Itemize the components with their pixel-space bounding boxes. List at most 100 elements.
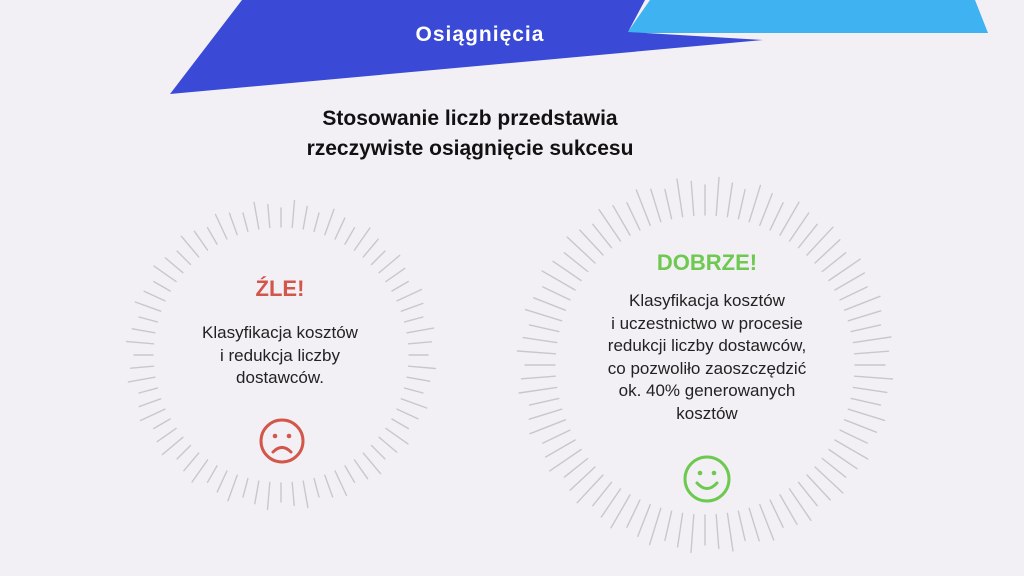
ray-line	[216, 470, 228, 493]
rays-left-circle	[125, 199, 437, 511]
good-card-title: DOBRZE!	[656, 250, 758, 275]
ray-line	[828, 448, 858, 470]
ray-line	[324, 208, 335, 236]
ray-line	[726, 182, 734, 218]
ray-line	[302, 205, 308, 230]
ray-line	[850, 397, 882, 406]
ray-line	[549, 448, 582, 472]
ray-line	[385, 267, 406, 283]
ray-line	[125, 340, 155, 345]
ray-line	[267, 203, 271, 229]
ray-line	[788, 488, 812, 521]
ray-line	[529, 419, 567, 435]
ray-line	[396, 408, 419, 420]
ray-line	[759, 192, 773, 227]
ray-line	[370, 250, 386, 266]
good-card-line: kosztów	[676, 403, 738, 423]
good-card-line: Klasyfikacja kosztów	[629, 291, 785, 310]
ray-line	[313, 477, 320, 498]
ray-line	[748, 507, 760, 542]
ray-line	[737, 510, 746, 542]
ray-line	[400, 302, 424, 312]
ray-line	[853, 350, 890, 355]
ray-line	[676, 512, 684, 548]
ray-line	[183, 452, 200, 472]
ray-line	[406, 327, 435, 334]
ray-line	[814, 239, 841, 264]
ray-line	[600, 488, 622, 518]
good-card-line: i uczestnictwo w procesie	[611, 313, 803, 333]
sad-face-icon	[259, 418, 305, 464]
ray-line	[759, 503, 775, 541]
ray-line	[779, 201, 800, 236]
ray-line	[847, 310, 882, 322]
ray-line	[850, 324, 882, 333]
ray-line	[533, 297, 567, 311]
ray-line	[828, 258, 861, 282]
ray-line	[528, 324, 560, 333]
ray-line	[779, 494, 798, 525]
ray-line	[563, 457, 589, 478]
ray-line	[648, 507, 662, 546]
ray-line	[524, 308, 563, 322]
ray-line	[566, 236, 596, 264]
ray-line	[193, 230, 209, 251]
ray-line	[353, 459, 369, 480]
ray-line	[176, 444, 192, 460]
good-card-line: redukcji liczby dostawców,	[607, 336, 807, 355]
ray-line	[664, 188, 673, 220]
rays-right-circle	[516, 176, 894, 554]
ray-line	[344, 226, 356, 245]
ray-line	[206, 226, 218, 245]
ray-line	[156, 427, 177, 443]
ray-line	[406, 376, 431, 382]
ray-line	[664, 510, 673, 542]
ray-line	[806, 474, 831, 501]
ray-line	[385, 427, 409, 445]
ray-line	[407, 365, 437, 370]
ray-line	[403, 387, 424, 394]
ray-line	[797, 223, 818, 249]
ray-line	[522, 336, 558, 344]
ray-line	[612, 204, 631, 236]
ray-line	[242, 477, 249, 498]
ray-line	[545, 439, 576, 458]
ray-line	[610, 494, 631, 529]
ray-line	[324, 474, 334, 498]
ray-line	[378, 254, 401, 274]
ray-line	[313, 212, 320, 233]
ray-line	[715, 176, 720, 217]
ray-line	[153, 265, 177, 283]
ray-line	[839, 429, 868, 444]
header-title: Osiągnięcia	[415, 23, 545, 46]
ray-line	[592, 223, 613, 249]
ray-line	[378, 436, 398, 453]
ray-line	[676, 178, 684, 218]
ray-line	[391, 418, 409, 430]
ray-line	[152, 418, 171, 430]
good-card-line: ok. 40% generowanych	[618, 381, 796, 400]
ray-line	[334, 217, 346, 240]
bad-card-line: i redukcja liczby	[220, 345, 340, 365]
ray-line	[637, 503, 651, 537]
ray-line	[143, 290, 166, 302]
ray-line	[839, 286, 868, 301]
ray-line	[806, 226, 834, 256]
ray-line	[191, 459, 209, 483]
ray-line	[715, 513, 720, 550]
ray-line	[542, 429, 571, 444]
ray-line	[138, 316, 159, 323]
ray-line	[853, 375, 894, 380]
banner-light-blue-shape	[627, 0, 988, 33]
ray-line	[690, 180, 695, 217]
ray-line	[129, 365, 155, 369]
ray-line	[127, 376, 156, 383]
ray-line	[821, 457, 847, 478]
ray-line	[396, 288, 423, 302]
good-card-text: Klasyfikacja kosztów i uczestnictwo w pr…	[577, 290, 837, 425]
ray-line	[176, 250, 192, 266]
ray-line	[626, 202, 641, 231]
bad-card-title: ŹLE!	[255, 276, 305, 301]
ray-line	[152, 280, 171, 292]
